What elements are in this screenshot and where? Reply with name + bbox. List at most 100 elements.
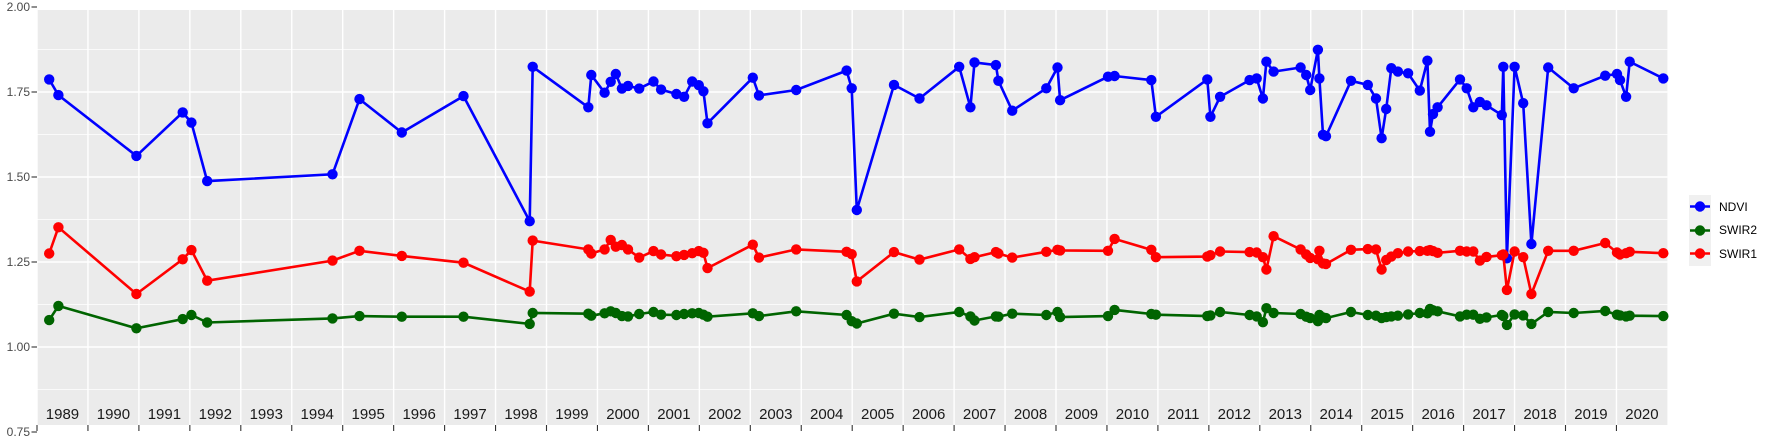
data-point xyxy=(1381,103,1392,115)
svg-text:1991: 1991 xyxy=(148,406,181,423)
data-point xyxy=(1614,74,1626,86)
data-point xyxy=(702,118,713,129)
svg-text:2007: 2007 xyxy=(963,406,996,423)
data-point xyxy=(954,61,965,72)
data-point xyxy=(914,254,925,265)
data-point xyxy=(1518,310,1529,321)
data-point xyxy=(1345,75,1357,87)
data-point xyxy=(1624,56,1635,67)
data-point xyxy=(327,313,338,324)
data-point xyxy=(1370,244,1382,255)
axis-ticks xyxy=(31,6,1617,433)
data-point xyxy=(1481,251,1492,263)
line-point-icon xyxy=(1690,225,1710,236)
data-point xyxy=(698,247,709,258)
data-point xyxy=(1376,133,1387,144)
data-point xyxy=(1392,66,1404,77)
data-point xyxy=(1414,307,1426,319)
data-point xyxy=(458,90,469,102)
data-point xyxy=(1109,233,1120,245)
svg-text:2016: 2016 xyxy=(1421,406,1454,423)
legend: NDVI SWIR2 SWIR1 xyxy=(1689,195,1757,266)
data-point xyxy=(53,300,64,312)
svg-text:2017: 2017 xyxy=(1472,406,1505,423)
data-point xyxy=(888,79,900,91)
data-point xyxy=(1414,85,1426,96)
data-point xyxy=(1600,305,1611,317)
data-point xyxy=(1205,111,1216,123)
data-point xyxy=(1454,74,1466,85)
svg-text:2012: 2012 xyxy=(1218,406,1251,423)
svg-text:1989: 1989 xyxy=(46,406,79,423)
data-point xyxy=(177,254,188,265)
data-point xyxy=(634,308,645,320)
data-point xyxy=(1007,105,1018,116)
data-point xyxy=(851,318,862,329)
data-point xyxy=(586,310,597,321)
data-point xyxy=(327,255,338,266)
data-point xyxy=(44,74,55,85)
data-point xyxy=(177,313,188,325)
data-point xyxy=(702,311,713,322)
data-point xyxy=(1305,84,1316,96)
data-point xyxy=(1345,244,1357,255)
data-point xyxy=(1424,126,1436,137)
data-point xyxy=(202,317,213,328)
data-point xyxy=(524,318,535,330)
data-point xyxy=(1295,62,1306,73)
data-point xyxy=(791,306,802,317)
data-point xyxy=(1481,100,1492,111)
data-point xyxy=(327,169,338,180)
data-point xyxy=(841,65,852,76)
data-point xyxy=(851,204,862,216)
data-point xyxy=(1568,245,1579,256)
svg-text:2013: 2013 xyxy=(1269,406,1302,423)
data-point xyxy=(44,248,55,259)
data-point xyxy=(954,244,965,255)
data-point xyxy=(1268,307,1279,319)
data-point xyxy=(1498,249,1509,260)
legend-item-ndvi: NDVI xyxy=(1689,195,1757,219)
data-point xyxy=(1392,248,1404,259)
data-point xyxy=(131,150,142,162)
data-point xyxy=(1422,55,1433,66)
data-point xyxy=(599,87,610,98)
svg-text:1992: 1992 xyxy=(199,406,232,423)
data-point xyxy=(888,246,900,258)
data-point xyxy=(1526,288,1537,300)
data-point xyxy=(993,248,1004,259)
data-point xyxy=(1007,252,1018,263)
svg-text:1.00: 1.00 xyxy=(7,340,31,354)
data-point xyxy=(753,90,765,101)
series-swir1 xyxy=(44,222,1669,300)
data-point xyxy=(648,76,659,87)
svg-text:2014: 2014 xyxy=(1320,406,1353,423)
data-point xyxy=(1568,307,1579,319)
data-point xyxy=(753,310,765,322)
data-point xyxy=(1102,245,1114,256)
line-point-icon xyxy=(1690,248,1710,259)
data-point xyxy=(1498,310,1509,322)
data-point xyxy=(634,252,645,263)
svg-text:2020: 2020 xyxy=(1625,406,1658,423)
series-ndvi xyxy=(44,44,1669,264)
major-gridlines xyxy=(36,10,1668,425)
data-point xyxy=(622,311,634,322)
data-point xyxy=(1257,93,1269,104)
data-point xyxy=(1320,312,1332,324)
data-point xyxy=(1257,317,1269,328)
line-point-icon xyxy=(1690,201,1710,212)
data-point xyxy=(888,308,900,319)
data-point xyxy=(622,244,634,255)
data-point xyxy=(186,244,197,256)
svg-text:2009: 2009 xyxy=(1065,406,1098,423)
svg-text:1999: 1999 xyxy=(555,406,588,423)
data-point xyxy=(622,80,634,92)
y-axis-labels: 2.00 1.75 1.50 1.25 1.00 0.75 xyxy=(7,0,31,439)
data-point xyxy=(1205,310,1216,321)
data-point xyxy=(1402,68,1414,79)
data-point xyxy=(1543,62,1554,73)
data-point xyxy=(1518,98,1529,109)
data-point xyxy=(969,315,980,326)
svg-text:1.50: 1.50 xyxy=(7,170,31,184)
